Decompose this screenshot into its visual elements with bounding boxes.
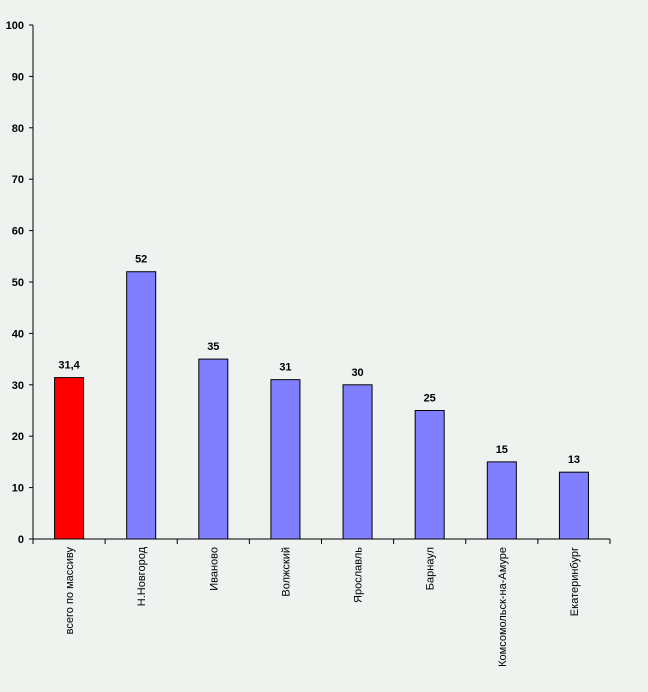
y-tick-label: 50 bbox=[12, 277, 24, 289]
y-tick-label: 80 bbox=[12, 123, 24, 135]
y-tick-label: 30 bbox=[12, 380, 24, 392]
data-label: 25 bbox=[424, 393, 436, 405]
y-tick-label: 60 bbox=[12, 226, 24, 238]
labels-layer: 31,4 всего по массиву 52 Н.Новгород 35 Иванов… bbox=[58, 254, 581, 667]
x-tick-label: Иваново bbox=[208, 547, 220, 591]
data-label: 13 bbox=[568, 454, 580, 466]
x-tick-label: Волжский bbox=[280, 547, 292, 597]
bar bbox=[54, 377, 85, 540]
x-tick-label: Барнаул bbox=[425, 547, 437, 590]
data-label: 30 bbox=[351, 367, 363, 379]
bars-layer bbox=[54, 271, 589, 540]
x-tick-label: Комсомольск-на-Амуре bbox=[497, 547, 509, 667]
bar bbox=[414, 410, 445, 540]
x-tick-label: Ярославль bbox=[353, 547, 365, 603]
x-tick-label: всего по массиву bbox=[64, 547, 76, 635]
bar bbox=[342, 384, 373, 540]
data-label: 31,4 bbox=[58, 360, 80, 372]
y-tick-label: 70 bbox=[12, 174, 24, 186]
bar bbox=[558, 471, 589, 540]
data-label: 35 bbox=[207, 341, 219, 353]
bar bbox=[126, 271, 157, 540]
bar bbox=[270, 379, 301, 540]
data-label: 31 bbox=[279, 362, 291, 374]
axes-layer: 0 10 20 30 40 50 60 70 80 90 100 bbox=[6, 20, 611, 546]
x-tick-label: Н.Новгород bbox=[136, 546, 148, 606]
bar bbox=[486, 461, 517, 540]
y-tick-label: 40 bbox=[12, 328, 24, 340]
y-tick-label: 0 bbox=[18, 534, 24, 546]
data-label: 52 bbox=[135, 254, 147, 266]
data-label: 15 bbox=[496, 444, 508, 456]
y-tick-label: 10 bbox=[12, 483, 24, 495]
y-tick-label: 20 bbox=[12, 431, 24, 443]
y-tick-label: 100 bbox=[6, 20, 24, 32]
bar bbox=[198, 358, 229, 540]
x-tick-label: Екатеринбург bbox=[569, 547, 581, 616]
y-tick-label: 90 bbox=[12, 71, 24, 83]
